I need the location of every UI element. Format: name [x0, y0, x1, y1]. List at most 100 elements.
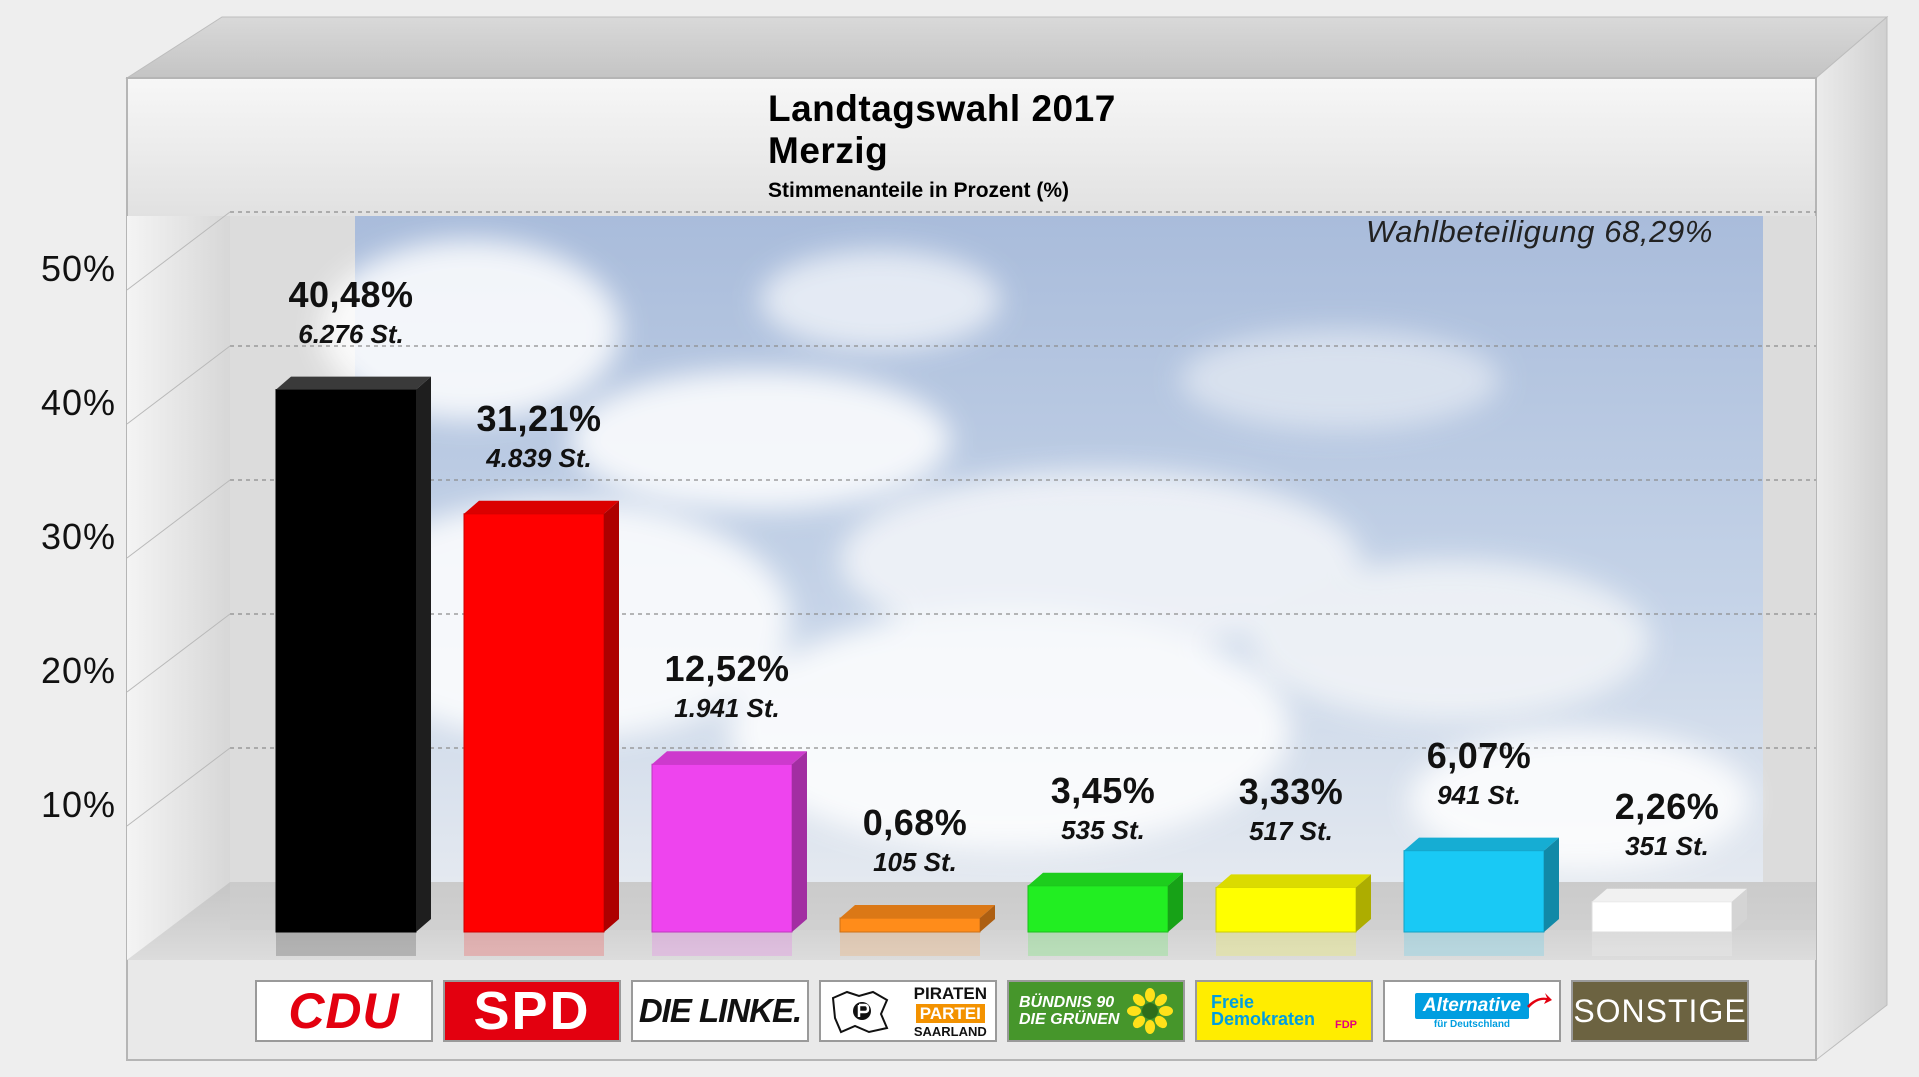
bar-reflection	[276, 932, 416, 956]
saarland-map-icon	[831, 990, 889, 1034]
logo-gruene: BÜNDNIS 90 DIE GRÜNEN	[1007, 980, 1185, 1042]
bar-votes-label: 6.276 St.	[298, 318, 404, 349]
bar-front	[839, 917, 981, 933]
logo-afd-text: Alternative für Deutschland	[1414, 992, 1530, 1030]
logo-cdu: CDU	[255, 980, 433, 1042]
bar-front	[1591, 901, 1733, 933]
y-tick-label: 40%	[40, 382, 116, 423]
bar-reflection	[1216, 932, 1356, 956]
bar	[1215, 874, 1371, 956]
logo-fdp-line1: Freie	[1211, 992, 1255, 1012]
bar-value-label: 6,07%	[1426, 734, 1532, 776]
gridline-side	[126, 345, 231, 425]
bar	[651, 751, 807, 956]
logo-sonstige-text: SONSTIGE	[1573, 992, 1747, 1029]
bar-front	[651, 763, 793, 933]
bar-votes-label: 941 St.	[1437, 779, 1521, 810]
logo-piraten-line3: SAARLAND	[913, 1023, 987, 1039]
bar-side	[1356, 874, 1371, 932]
y-tick-label: 10%	[40, 784, 116, 825]
bar-reflection	[840, 932, 980, 956]
y-tick-label: 30%	[40, 516, 116, 557]
bar-side	[980, 905, 995, 932]
bar-top	[276, 376, 431, 390]
bar-top	[464, 500, 619, 514]
bar-front	[275, 389, 417, 933]
bar-top	[652, 751, 807, 765]
bar-reflection	[1028, 932, 1168, 956]
bar-front	[1403, 850, 1545, 933]
bar-side	[1168, 872, 1183, 932]
bar-top	[1592, 888, 1747, 902]
logo-fdp-text: Freie Demokraten	[1211, 992, 1315, 1028]
logo-piraten: PIRATEN PARTEI SAARLAND	[819, 980, 997, 1042]
bar-value-label: 40,48%	[288, 273, 414, 315]
bar-votes-label: 105 St.	[873, 847, 957, 877]
bar-top	[1216, 874, 1371, 888]
bar-front	[1215, 886, 1357, 933]
logo-fdp-small: FDP	[1335, 1019, 1357, 1031]
bar-votes-label: 517 St.	[1249, 816, 1333, 847]
bar-votes-label: 4.839 St.	[486, 442, 592, 473]
logo-afd: Alternative für Deutschland	[1383, 980, 1561, 1042]
gridline-side	[126, 613, 231, 693]
logo-piraten-line2: PARTEI	[915, 1003, 985, 1023]
bar-votes-label: 1.941 St.	[674, 693, 780, 724]
sunflower-icon	[1127, 988, 1173, 1034]
logo-cdu-text: CDU	[288, 983, 400, 1039]
bar-value-label: 12,52%	[664, 648, 790, 690]
bar-side	[1544, 837, 1559, 932]
logo-afd-sub: für Deutschland	[1433, 1018, 1511, 1030]
logo-gruene-line1: BÜNDNIS 90	[1019, 994, 1115, 1011]
bar	[1027, 872, 1183, 956]
logo-afd-banner: Alternative	[1414, 992, 1530, 1019]
logo-gruene-text: BÜNDNIS 90 DIE GRÜNEN	[1019, 994, 1119, 1028]
logo-fdp: Freie Demokraten FDP	[1195, 980, 1373, 1042]
red-arrow-icon	[1527, 993, 1552, 1008]
logo-linke-text: DIE LINKE.	[638, 992, 802, 1029]
bar-top	[1404, 837, 1559, 851]
bar-front	[463, 513, 605, 933]
logo-sonstige: SONSTIGE	[1571, 980, 1749, 1042]
y-tick-label: 50%	[40, 248, 116, 289]
y-tick-label: 20%	[40, 650, 116, 691]
bar-votes-label: 535 St.	[1061, 814, 1145, 845]
logo-spd-text: SPD	[473, 981, 591, 1041]
bar-value-label: 0,68%	[862, 802, 968, 843]
bar	[1591, 888, 1747, 956]
bar-side	[792, 751, 807, 932]
chart-subtitle: Stimmenanteile in Prozent (%)	[768, 179, 1070, 202]
bar-reflection	[652, 932, 792, 956]
chart-title-block: Landtagswahl 2017 Merzig Stimmenanteile …	[768, 88, 1116, 206]
logo-piraten-line1: PIRATEN	[913, 983, 987, 1003]
bar	[463, 500, 619, 956]
bar-reflection	[1404, 932, 1544, 956]
chart-bars	[275, 376, 1747, 956]
chart-location: Merzig	[768, 130, 889, 171]
gridline-side	[126, 747, 231, 827]
logo-gruene-line2: DIE GRÜNEN	[1019, 1011, 1120, 1028]
bar	[275, 376, 431, 956]
bar-value-label: 3,45%	[1050, 769, 1156, 811]
bar-side	[604, 500, 619, 932]
bar-value-label: 2,26%	[1614, 785, 1720, 827]
bar-reflection	[1592, 932, 1732, 956]
bar-reflection	[464, 932, 604, 956]
gridline-side	[126, 211, 231, 291]
bar-side	[1732, 888, 1747, 932]
bar	[1403, 837, 1559, 956]
bar-value-label: 3,33%	[1238, 771, 1344, 813]
bar-front	[1027, 885, 1169, 933]
bar-votes-label: 351 St.	[1625, 830, 1709, 861]
gridline-side	[126, 479, 231, 559]
bar	[839, 905, 995, 956]
bar-top	[1028, 872, 1183, 886]
bar-side	[416, 376, 431, 932]
bar-top	[840, 905, 995, 918]
turnout-annotation: Wahlbeteiligung 68,29%	[1366, 214, 1713, 249]
chart-title: Landtagswahl 2017	[768, 88, 1116, 129]
logo-piraten-text: PIRATEN PARTEI SAARLAND	[914, 985, 987, 1038]
logo-spd: SPD	[443, 980, 621, 1042]
